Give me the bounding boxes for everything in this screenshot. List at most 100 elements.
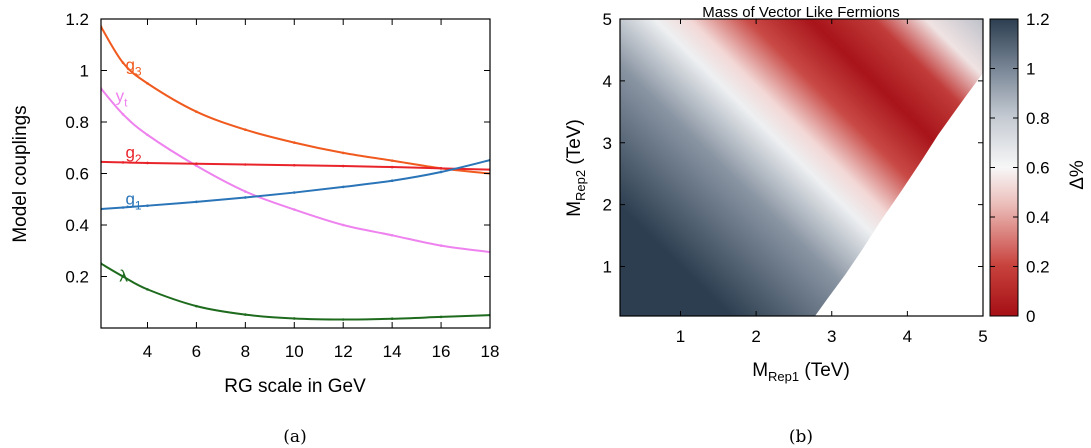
y-label-unit: (TeV) (564, 119, 585, 170)
series-point-λ (292, 317, 296, 320)
series-point-g3 (390, 159, 394, 162)
series-point-g2 (390, 165, 394, 169)
series-point-g1 (341, 185, 345, 189)
series-point-λ (439, 315, 443, 319)
x-tick-label: 3 (827, 327, 836, 346)
y-tick-label: 0.6 (65, 165, 89, 184)
x-tick-label: 6 (192, 342, 201, 361)
chart-b-x-axis-label: MRep1 (TeV) (752, 360, 850, 384)
colorbar-tick-label: 1 (1026, 60, 1035, 79)
series-point-g2 (195, 162, 198, 166)
chart-b-y-axis-label: MRep2 (TeV) (564, 119, 588, 217)
series-point-g3 (195, 110, 198, 113)
x-label-sub: Rep1 (768, 369, 799, 384)
chart-a-y-axis-label: Model couplings (10, 105, 31, 242)
y-label-sub: Rep2 (573, 170, 588, 201)
chart-b-frame (619, 18, 984, 317)
x-tick-label: 10 (285, 342, 304, 361)
series-point-yt (439, 244, 443, 247)
series-label-g3: g3 (125, 56, 141, 79)
series-point-g3 (146, 82, 149, 85)
x-tick-label: 14 (383, 342, 402, 361)
chart-b-axis-ticks: 1 2 3 4 5 1 2 3 4 5 (603, 10, 988, 346)
x-tick-label: 5 (978, 327, 987, 346)
series-point-g2 (292, 163, 296, 167)
series-label-sub: t (124, 95, 128, 109)
chart-b-title: Mass of Vector Like Fermions (702, 4, 900, 21)
colorbar-tick-label: 1.2 (1026, 10, 1050, 29)
chart-a-axis-ticks: 4 6 8 10 12 14 16 180.20.40.60.811.2 (65, 10, 499, 361)
series-point-g3 (244, 128, 247, 132)
series-label-main: y (116, 86, 125, 105)
series-point-g2 (121, 161, 125, 164)
y-tick-label: 2 (603, 196, 612, 215)
chart-b-heatmap (620, 19, 983, 316)
series-point-λ (195, 304, 198, 308)
colorbar-tick-label: 0 (1026, 307, 1035, 326)
series-point-yt (121, 112, 125, 116)
series-point-g2 (244, 163, 247, 166)
series-point-g1 (390, 179, 394, 183)
series-point-λ (390, 317, 394, 321)
series-point-g2 (146, 161, 149, 165)
colorbar-ticks: 0 0.2 0.4 0.6 0.8 1 1.2 (990, 10, 1050, 326)
colorbar-label: Δ% (1067, 160, 1088, 190)
series-point-g1 (244, 196, 247, 199)
series-line-g3 (101, 26, 490, 175)
series-point-g3 (292, 141, 296, 144)
y-tick-label: 1 (80, 62, 89, 81)
x-tick-label: 4 (143, 342, 152, 361)
y-tick-label: 5 (603, 10, 612, 29)
chart-a-x-axis-label: RG scale in GeV (224, 376, 366, 397)
series-label-λ: λ (119, 267, 128, 286)
series-point-λ (146, 288, 149, 291)
x-tick-label: 2 (751, 327, 760, 346)
y-tick-label: 4 (603, 72, 612, 91)
x-label-main: M (752, 360, 768, 381)
series-point-yt (244, 190, 247, 193)
series-point-g1 (195, 200, 198, 204)
series-label-g1: g1 (125, 189, 141, 212)
series-label-main: g (125, 189, 134, 208)
series-point-yt (146, 133, 149, 137)
series-point-g1 (146, 204, 149, 207)
series-point-λ (244, 313, 247, 316)
y-tick-label: 1 (603, 258, 612, 277)
x-tick-label: 16 (432, 342, 451, 361)
series-label-main: λ (119, 267, 128, 286)
series-point-λ (121, 275, 125, 278)
series-label-sub: 2 (135, 152, 142, 166)
series-line-λ (101, 262, 490, 321)
chart-a-caption: (a) (283, 427, 306, 447)
series-point-yt (341, 223, 345, 227)
heatmap-region (620, 19, 983, 316)
chart-b-caption: (b) (789, 427, 813, 447)
series-point-g1 (439, 170, 443, 174)
y-label-main: M (564, 201, 585, 217)
x-tick-label: 4 (903, 327, 912, 346)
series-line-g2 (101, 160, 490, 171)
series-label-sub: 1 (135, 198, 142, 212)
y-tick-label: 0.8 (65, 113, 89, 132)
y-tick-label: 3 (603, 134, 612, 153)
x-tick-label: 18 (481, 342, 500, 361)
x-tick-label: 8 (241, 342, 250, 361)
colorbar-tick-label: 0.2 (1026, 258, 1050, 277)
x-tick-label: 1 (676, 327, 685, 346)
series-label-main: g (125, 56, 134, 75)
series-point-g3 (121, 61, 125, 65)
colorbar-tick-label: 0.6 (1026, 159, 1050, 178)
y-tick-label: 0.4 (65, 216, 89, 235)
y-tick-label: 0.2 (65, 268, 89, 287)
series-point-g1 (292, 191, 296, 194)
series-line-yt (101, 87, 490, 254)
x-tick-label: 12 (334, 342, 353, 361)
chart-a-series (101, 25, 490, 321)
x-label-unit: (TeV) (799, 360, 850, 381)
series-label-g2: g2 (125, 143, 141, 166)
series-line-g1 (101, 159, 490, 211)
